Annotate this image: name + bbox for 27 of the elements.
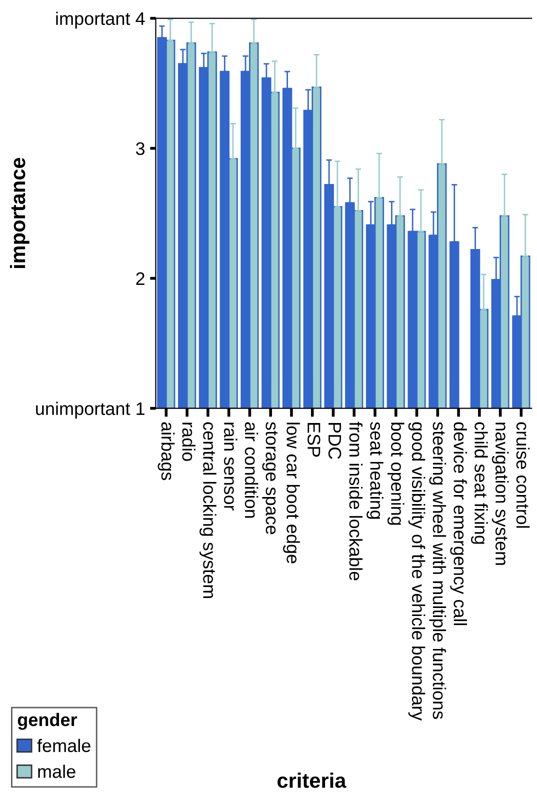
x-axis-title: criteria	[278, 772, 346, 788]
y-tick-label: 2	[136, 272, 144, 285]
legend-label: male	[38, 764, 76, 778]
x-tick-label: good visibility of the vehicle boundary	[408, 422, 426, 721]
x-tick-label: rain sensor	[224, 422, 238, 511]
x-tick-label: air condition	[244, 422, 258, 518]
x-tick-label: child seat fixing	[471, 422, 488, 544]
x-tick-label: ESP	[308, 423, 320, 457]
x-tick-label: central locking system	[200, 422, 216, 598]
x-tick-label: PDC	[328, 423, 342, 459]
x-tick-label: navigation system	[492, 422, 509, 565]
x-tick-label: steering wheel with multiple functions	[429, 422, 446, 719]
y-tick-label: 3	[136, 142, 145, 156]
legend-title: gender	[18, 712, 78, 730]
y-tick-label: important 4	[56, 12, 145, 29]
legend-label: female	[37, 738, 90, 752]
y-tick-label: unimportant 1	[36, 402, 144, 419]
x-tick-label: device for emergency call	[450, 422, 467, 626]
x-tick-label: airbags	[158, 422, 175, 480]
y-axis-title: importance	[10, 158, 30, 268]
x-tick-label: radio	[182, 422, 196, 461]
x-tick-label: cruise control	[516, 422, 530, 528]
x-tick-label: seat heating	[366, 422, 384, 519]
x-tick-label: boot opening	[387, 422, 404, 525]
x-tick-label: storage space	[262, 422, 278, 534]
x-tick-label: low car boot edge	[283, 422, 300, 564]
x-tick-label: from inside lockable	[349, 422, 363, 580]
